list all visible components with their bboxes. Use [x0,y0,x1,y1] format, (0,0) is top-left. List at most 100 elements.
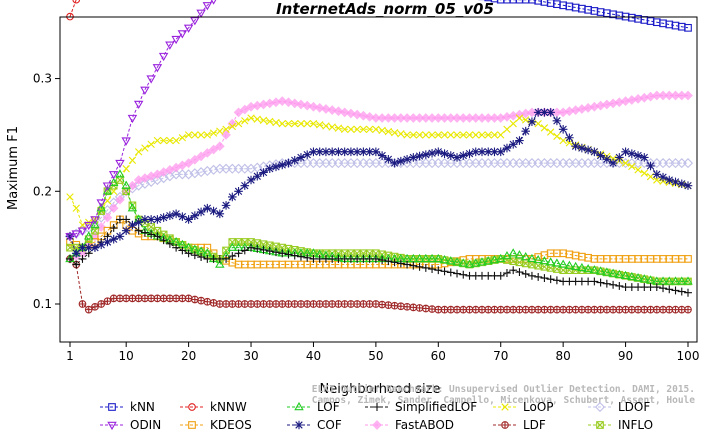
data-point [308,101,319,112]
data-point [478,305,486,314]
data-point [221,201,231,210]
data-point [509,0,518,4]
data-point [72,0,81,4]
data-point [540,124,549,132]
data-point [209,129,218,137]
data-point [384,257,393,266]
data-point [615,282,624,290]
data-point [340,300,349,308]
data-point [440,305,449,314]
data-point [615,153,624,162]
data-point [152,64,163,73]
data-point [66,193,74,201]
data-point [446,256,456,265]
data-point [340,147,349,157]
data-point [347,125,355,133]
data-point [428,131,436,139]
data-point [415,304,424,312]
data-point [596,305,605,314]
data-point [259,300,268,308]
data-point [621,147,630,157]
data-point [684,23,692,32]
data-point [428,305,436,313]
data-point [353,125,361,133]
data-point [71,230,81,239]
data-point [247,114,255,122]
data-point [665,285,674,294]
data-point [384,155,393,164]
data-point [228,252,237,261]
legend-item-knn: kNN [100,400,155,414]
data-point [253,244,262,253]
data-point [327,147,337,157]
data-point [266,117,274,126]
data-point [134,217,143,227]
data-point [540,108,549,117]
data-point [339,107,350,118]
data-point [633,151,643,160]
data-point [447,131,455,139]
legend-item-inflo: INFLO [588,418,653,432]
data-point [315,147,324,157]
data-point [608,158,618,168]
data-point [682,158,694,169]
data-point [465,149,474,158]
data-point [446,305,455,314]
data-point [240,300,249,308]
data-point [640,153,649,162]
data-point [191,131,199,139]
data-point [303,253,312,262]
data-point [202,2,213,11]
data-point [615,305,624,314]
data-point [659,305,667,314]
data-point [178,212,187,221]
series-line [69,162,688,237]
data-point [527,117,537,127]
data-point [471,258,481,267]
data-point [378,126,386,135]
x-tick-label: 70 [493,349,508,363]
data-point [284,158,293,168]
data-point [490,147,499,157]
data-point [578,305,586,314]
series-line [69,111,689,255]
data-point [234,186,243,196]
data-point [96,222,107,232]
data-point [165,239,174,248]
data-point [515,0,524,4]
data-point [571,305,580,314]
data-point [134,226,143,235]
data-point [277,160,287,170]
data-point [415,262,424,271]
data-point [684,255,692,263]
data-point [278,300,287,308]
data-point [140,215,150,224]
data-point [190,17,200,26]
data-point [240,181,250,190]
data-point [184,249,193,258]
y-tick-label: 0.2 [33,184,52,198]
data-point [178,294,187,303]
data-point [534,272,543,281]
data-point [190,211,200,220]
data-point [166,294,174,303]
data-point [496,305,505,314]
data-point [252,171,262,181]
data-point [671,305,680,314]
data-point [634,305,642,314]
x-tick-label: 10 [119,349,134,363]
data-point [172,243,181,252]
data-point [602,155,612,164]
data-point [147,230,156,239]
data-point [415,151,424,161]
data-point [596,151,605,160]
data-point [291,119,299,128]
data-point [683,276,693,285]
data-point [222,300,230,308]
legend-item-kdeos: KDEOS [180,418,252,432]
watermark-line-1: ELKI Outlier Benchmark: Unsupervised Out… [312,384,695,395]
data-point [346,108,356,119]
data-point [72,204,80,212]
data-point [303,300,312,308]
data-point [527,253,537,263]
